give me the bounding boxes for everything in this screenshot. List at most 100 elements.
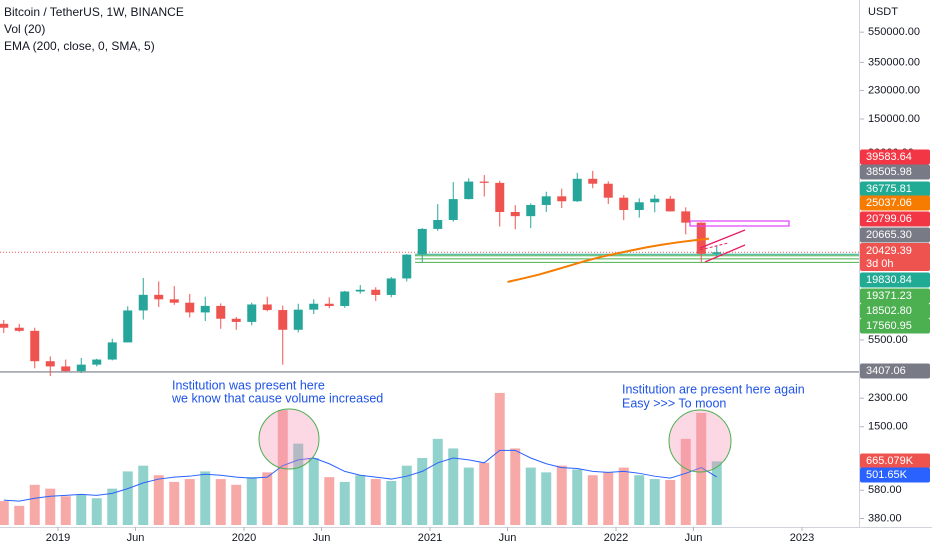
volume-bar bbox=[649, 479, 660, 525]
highlight-circle bbox=[258, 408, 320, 470]
y-tick-label: 350000.00 bbox=[868, 56, 920, 68]
x-tick-label: 2021 bbox=[418, 532, 442, 544]
volume-bar bbox=[308, 458, 319, 525]
candle-body bbox=[572, 178, 582, 202]
price-tag bbox=[860, 211, 930, 227]
volume-bar bbox=[665, 480, 676, 525]
candle-body bbox=[61, 366, 71, 372]
volume-bar bbox=[541, 472, 552, 525]
indicator-legend: EMA (200, close, 0, SMA, 5) bbox=[4, 39, 155, 53]
price-tag bbox=[860, 363, 930, 379]
candle-body bbox=[154, 294, 164, 300]
price-tag-label: 25037.06 bbox=[866, 197, 912, 209]
candle-body bbox=[712, 252, 722, 254]
highlight-circle bbox=[668, 409, 732, 473]
volume-bar bbox=[634, 475, 645, 525]
candle-body bbox=[619, 197, 629, 210]
volume-bar bbox=[711, 461, 722, 525]
price-tag-label: 501.65K bbox=[866, 469, 908, 481]
volume-bar bbox=[355, 475, 366, 525]
y-axis-label: USDT bbox=[868, 6, 898, 18]
candle-body bbox=[14, 327, 24, 331]
volume-bar bbox=[153, 475, 164, 525]
y-tick-label: 550000.00 bbox=[868, 26, 920, 38]
annotation: Easy >>> To moon bbox=[622, 396, 726, 410]
candle-body bbox=[557, 196, 567, 202]
volume-bar bbox=[215, 479, 226, 525]
plot-area bbox=[0, 170, 860, 525]
price-tag bbox=[860, 181, 930, 197]
volume-bar bbox=[138, 465, 149, 525]
y-tick-label: 150000.00 bbox=[868, 113, 920, 125]
annotation: Institution was present here bbox=[172, 378, 325, 392]
candle-body bbox=[417, 228, 427, 255]
volume-bar bbox=[122, 471, 133, 525]
candle-body bbox=[293, 309, 303, 330]
price-tag-label: 18502.80 bbox=[866, 305, 912, 317]
price-tag-label: 20799.06 bbox=[866, 213, 912, 225]
candle-body bbox=[45, 361, 55, 367]
candle-body bbox=[138, 294, 148, 311]
price-tag bbox=[860, 195, 930, 211]
price-tag-label: 39583.64 bbox=[866, 151, 912, 163]
indicator-legend: Vol (20) bbox=[4, 22, 45, 36]
volume-bar bbox=[293, 443, 304, 525]
volume-bar bbox=[463, 467, 474, 525]
volume-bar bbox=[370, 479, 381, 525]
volume-bar bbox=[107, 488, 118, 525]
candle-body bbox=[278, 310, 288, 330]
candle-body bbox=[495, 182, 505, 212]
axis-layer: 550000.00350000.00230000.00150000.009000… bbox=[46, 26, 930, 544]
volume-bar bbox=[231, 484, 242, 525]
candle-body bbox=[386, 278, 396, 295]
candle-body bbox=[433, 219, 443, 229]
price-tag bbox=[860, 453, 930, 469]
volume-bar bbox=[277, 410, 288, 525]
drawing-channel bbox=[704, 244, 746, 263]
volume-bar bbox=[60, 496, 71, 525]
candle-body bbox=[169, 299, 179, 303]
y-tick-label: 1500.00 bbox=[868, 421, 908, 433]
candle-body bbox=[216, 305, 226, 319]
volume-bar bbox=[525, 467, 536, 525]
volume-bar bbox=[14, 505, 25, 525]
volume-bar bbox=[91, 498, 102, 525]
volume-bar bbox=[184, 479, 195, 525]
volume-bar bbox=[401, 465, 412, 525]
y-tick-label: 5500.00 bbox=[868, 334, 908, 346]
volume-bar bbox=[510, 448, 521, 525]
volume-bar bbox=[417, 458, 428, 525]
x-tick-label: 2022 bbox=[604, 532, 628, 544]
candle-body bbox=[402, 254, 412, 279]
volume-bar bbox=[76, 494, 87, 525]
volume-bar bbox=[680, 438, 691, 525]
volume-bar bbox=[432, 438, 443, 525]
candle-body bbox=[588, 178, 598, 184]
candle-body bbox=[231, 318, 241, 322]
volume-bar bbox=[587, 475, 598, 525]
drawing-rectangle bbox=[689, 220, 790, 227]
candle-body bbox=[510, 211, 520, 217]
volume-bar bbox=[696, 413, 707, 525]
candle-body bbox=[650, 198, 660, 203]
price-tag bbox=[860, 243, 930, 271]
x-tick-label: Jun bbox=[127, 532, 145, 544]
candle-body bbox=[355, 289, 365, 292]
candle-body bbox=[76, 364, 86, 372]
price-tag bbox=[860, 303, 930, 319]
volume-bar bbox=[618, 467, 629, 525]
y-tick-label: 580.00 bbox=[868, 484, 902, 496]
candle-body bbox=[123, 310, 133, 343]
volume-ma-line bbox=[3, 449, 718, 502]
price-tag-label: 38505.98 bbox=[866, 166, 912, 178]
candle-body bbox=[681, 211, 691, 223]
volume-bar bbox=[494, 392, 505, 525]
y-tick-label: 380.00 bbox=[868, 512, 902, 524]
x-tick-label: Jun bbox=[313, 532, 331, 544]
price-tag-label: 19371.23 bbox=[866, 290, 912, 302]
volume-bar bbox=[448, 448, 459, 525]
price-tag-label: 3407.06 bbox=[866, 365, 906, 377]
price-tag bbox=[860, 318, 930, 334]
volume-bar bbox=[200, 471, 211, 525]
